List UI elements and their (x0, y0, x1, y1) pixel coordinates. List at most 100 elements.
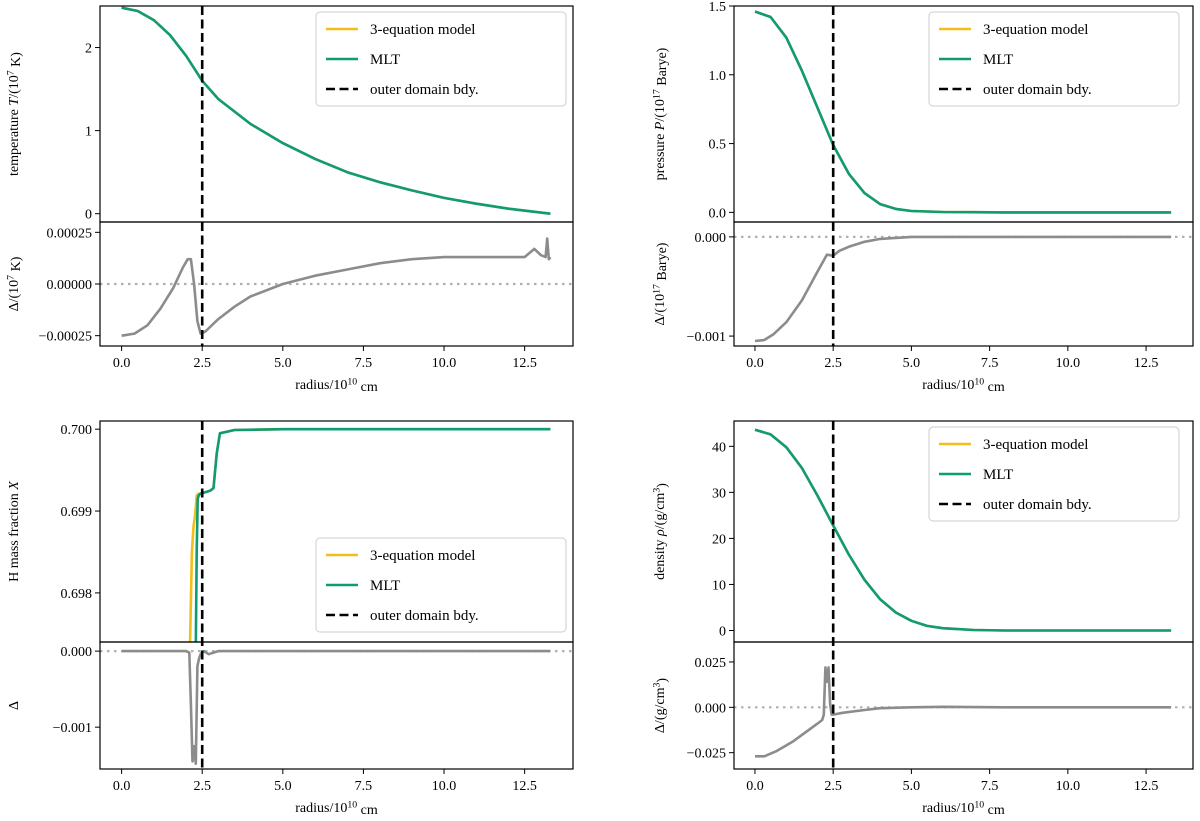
x-tick-label: 2.5 (824, 779, 842, 794)
legend-entry: 3-equation model (370, 548, 475, 564)
x-tick-label: 5.0 (274, 356, 292, 371)
chart-panel-2: 0.0 2.5 5.0 7.5 10.0 12.5 radius/1010 cm 0.0 0.5… (652, 0, 1194, 395)
residual-axes-frame (733, 641, 1194, 770)
legend-entry: MLT (370, 578, 400, 594)
series-line-mlt (194, 427, 551, 642)
y-axis-label: H mass fraction X (7, 481, 22, 582)
legend-entry: MLT (983, 52, 1013, 68)
x-tick-label: 2.5 (193, 779, 211, 794)
y-tick-label: −0.00025 (39, 330, 92, 345)
x-tick-label: 12.5 (512, 779, 537, 794)
x-tick-label: 12.5 (1134, 779, 1159, 794)
y-tick-label: 0.000 (695, 231, 727, 246)
x-tick-label: 0.0 (746, 356, 764, 371)
series-line-residual (121, 237, 552, 337)
legend-entry: 3-equation model (983, 437, 1088, 453)
x-tick-label: 10.0 (432, 779, 457, 794)
y-tick-label: 0.000 (61, 645, 93, 660)
series-line-mlt (754, 428, 1172, 632)
residual-axis-label: Δ/(1017 Barye) (652, 242, 670, 325)
y-axis-label: pressure P/(1017 Barye) (652, 47, 670, 180)
legend: 3-equation model MLT outer domain bdy. (315, 537, 567, 633)
y-tick-label: 0.025 (695, 656, 727, 671)
legend-entry: MLT (983, 467, 1013, 483)
y-tick-label: 0 (85, 208, 92, 223)
legend-entry: MLT (370, 52, 400, 68)
legend-entry: outer domain bdy. (983, 82, 1092, 98)
x-axis-label: radius/1010 cm (922, 377, 1005, 395)
main-plot-area (121, 6, 551, 215)
x-tick-label: 7.5 (981, 779, 999, 794)
x-tick-label: 5.0 (274, 779, 292, 794)
x-tick-label: 0.0 (113, 356, 131, 371)
residual-axis-label: Δ/(g/cm3) (652, 678, 670, 733)
legend: 3-equation model MLT outer domain bdy. (928, 11, 1180, 107)
y-tick-label: 0.0 (709, 206, 727, 221)
chart-panel-4: 0.0 2.5 5.0 7.5 10.0 12.5 radius/1010 cm 0 10 20 3… (652, 420, 1194, 818)
residual-axis-label: Δ (7, 701, 22, 710)
series-line-residual (121, 649, 551, 766)
y-tick-label: 2 (85, 42, 92, 57)
legend-entry: outer domain bdy. (370, 82, 479, 98)
x-tick-label: 2.5 (193, 356, 211, 371)
x-tick-label: 7.5 (355, 779, 373, 794)
series-line-mlt (121, 6, 551, 215)
x-tick-label: 10.0 (432, 356, 457, 371)
y-tick-label: 40 (712, 440, 726, 455)
y-tick-label: 1.5 (709, 0, 727, 15)
legend-entry: 3-equation model (370, 22, 475, 38)
y-axis-label: temperature T/(107 K) (6, 52, 24, 176)
x-tick-label: 7.5 (355, 356, 373, 371)
y-tick-label: 0.700 (61, 423, 93, 438)
residual-plot-area (734, 235, 1193, 343)
legend: 3-equation model MLT outer domain bdy. (928, 426, 1180, 522)
y-tick-label: 30 (712, 486, 726, 501)
y-tick-label: 10 (712, 578, 726, 593)
residual-plot-area (100, 237, 573, 337)
y-tick-label: 20 (712, 532, 726, 547)
legend-entry: outer domain bdy. (370, 608, 479, 624)
main-plot-area (754, 428, 1172, 632)
main-plot-area (754, 10, 1172, 214)
residual-axes-frame (99, 641, 574, 770)
x-tick-label: 0.0 (113, 779, 131, 794)
y-tick-label: −0.001 (53, 721, 92, 736)
x-axis-label: radius/1010 cm (922, 800, 1005, 818)
y-tick-label: 0.698 (61, 587, 93, 602)
series-line-mlt (754, 10, 1172, 214)
x-axis-label: radius/1010 cm (295, 377, 378, 395)
x-tick-label: 5.0 (903, 356, 921, 371)
x-tick-label: 10.0 (1056, 356, 1081, 371)
y-tick-label: 0 (719, 624, 726, 639)
x-tick-label: 12.5 (512, 356, 537, 371)
y-tick-label: 0.00025 (47, 226, 93, 241)
chart-panel-1: 0.0 2.5 5.0 7.5 10.0 12.5 radius/1010 cm 0 1 2 −0.… (6, 5, 574, 395)
legend-box (315, 11, 567, 107)
series-line-residual (755, 666, 1172, 758)
y-tick-label: −0.025 (687, 747, 726, 762)
series-line-residual (754, 235, 1172, 343)
legend-box (928, 426, 1180, 522)
legend-box (315, 537, 567, 633)
x-tick-label: 12.5 (1134, 356, 1159, 371)
y-tick-label: 0.5 (709, 138, 727, 153)
y-tick-label: −0.001 (687, 330, 726, 345)
y-axis-label: density ρ/(g/cm3) (652, 483, 670, 580)
residual-axes-frame (733, 221, 1194, 347)
x-tick-label: 7.5 (981, 356, 999, 371)
y-tick-label: 0.00000 (47, 278, 93, 293)
legend: 3-equation model MLT outer domain bdy. (315, 11, 567, 107)
legend-entry: outer domain bdy. (983, 497, 1092, 513)
x-tick-label: 10.0 (1056, 779, 1081, 794)
residual-plot-area (100, 649, 573, 766)
x-tick-label: 2.5 (824, 356, 842, 371)
y-tick-label: 1 (85, 125, 92, 140)
y-tick-label: 0.000 (695, 701, 727, 716)
x-axis-label: radius/1010 cm (295, 800, 378, 818)
y-tick-label: 1.0 (709, 69, 727, 84)
legend-box (928, 11, 1180, 107)
y-tick-label: 0.699 (61, 505, 93, 520)
residual-axis-label: Δ/(107 K) (6, 256, 24, 311)
x-tick-label: 0.0 (746, 779, 764, 794)
